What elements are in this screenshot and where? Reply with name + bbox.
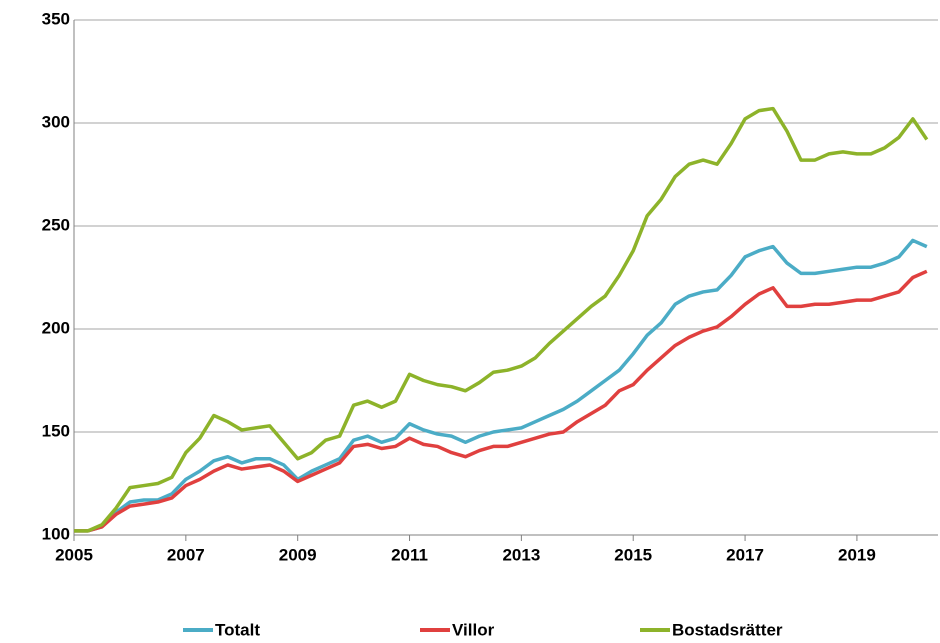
legend-label: Bostadsrätter: [672, 620, 783, 639]
x-tick-label: 2005: [55, 545, 93, 564]
series-line: [74, 106, 929, 533]
legend-label: Totalt: [215, 620, 260, 639]
y-tick-label: 350: [42, 9, 70, 28]
x-tick-label: 2013: [502, 545, 540, 564]
series-line: [74, 238, 928, 533]
x-tick-label: 2019: [838, 545, 876, 564]
series-line: [74, 269, 928, 533]
y-tick-label: 150: [42, 421, 70, 440]
y-tick-label: 300: [42, 112, 70, 131]
x-tick-label: 2007: [167, 545, 205, 564]
x-tick-label: 2015: [614, 545, 652, 564]
x-tick-label: 2017: [726, 545, 764, 564]
x-tick-label: 2011: [391, 545, 428, 564]
y-tick-label: 100: [42, 524, 70, 543]
y-tick-label: 250: [42, 215, 70, 234]
legend-label: Villor: [452, 620, 495, 639]
x-tick-label: 2009: [279, 545, 317, 564]
y-tick-label: 200: [42, 318, 70, 337]
